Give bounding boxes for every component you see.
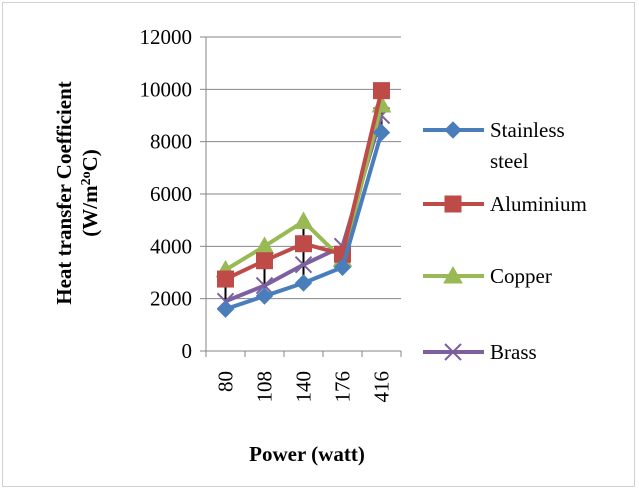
y-axis-title-suffix: C) [78, 149, 102, 171]
square-marker [295, 235, 312, 253]
y-tick-label: 0 [182, 339, 193, 363]
legend-label: Brass [490, 340, 537, 364]
diamond-marker [372, 123, 391, 142]
triangle-marker [293, 211, 314, 229]
legend-item: Aluminium [423, 192, 587, 216]
triangle-marker [443, 265, 463, 284]
legend-label: Stainless [490, 118, 565, 142]
y-axis-title-superscript: 2o [79, 171, 94, 185]
diamond-marker [294, 274, 313, 292]
chart-frame [2, 2, 635, 487]
legend-label: Aluminium [490, 192, 587, 216]
legend-item: Stainless steel [423, 118, 565, 173]
y-tick-labels: 0 2000 4000 6000 8000 10000 12000 [140, 25, 193, 363]
x-tick-label: 108 [253, 371, 277, 403]
square-marker [444, 195, 462, 213]
x-tick-label: 416 [370, 371, 394, 403]
legend-label: Copper [490, 264, 552, 288]
diamond-marker [333, 258, 352, 276]
x-marker [444, 343, 462, 361]
legend: Stainless steel Aluminium Copper Brass [423, 118, 587, 364]
diamond-marker [255, 287, 274, 305]
x-tick-labels: 80 108 140 176 416 [214, 371, 394, 403]
legend-item: Brass [423, 340, 537, 364]
x-marker-stroke [294, 255, 313, 274]
y-tick-label: 4000 [150, 234, 192, 258]
x-marker-stroke [255, 276, 274, 295]
diamond-marker [444, 121, 462, 139]
axes [205, 37, 402, 357]
x-tick-label: 140 [292, 371, 316, 403]
x-marker [255, 276, 274, 295]
x-marker [294, 255, 313, 274]
legend-label: steel [490, 149, 529, 173]
x-tick-label: 176 [331, 371, 355, 403]
square-marker [373, 82, 390, 100]
y-tick-label: 2000 [150, 287, 192, 311]
gridlines [200, 36, 401, 352]
y-axis-title-line2: (W/m2oC) [78, 149, 102, 237]
y-tick-label: 8000 [150, 130, 192, 154]
y-axis-title-prefix: (W/m [78, 185, 102, 237]
x-axis-title: Power (watt) [249, 442, 365, 466]
x-marker-stroke [444, 343, 462, 361]
square-marker [256, 252, 273, 270]
y-tick-label: 6000 [150, 182, 192, 206]
diamond-marker [216, 300, 235, 318]
y-tick-label: 10000 [140, 77, 193, 101]
y-tick-label: 12000 [140, 25, 193, 49]
series-lines [215, 82, 392, 318]
x-tick-label: 80 [214, 371, 238, 392]
series-stainless-steel [216, 123, 391, 318]
y-axis-title-line1: Heat transfer Coefficient [52, 81, 76, 305]
square-marker [217, 270, 234, 288]
triangle-marker [254, 236, 275, 254]
legend-item: Copper [423, 264, 552, 288]
